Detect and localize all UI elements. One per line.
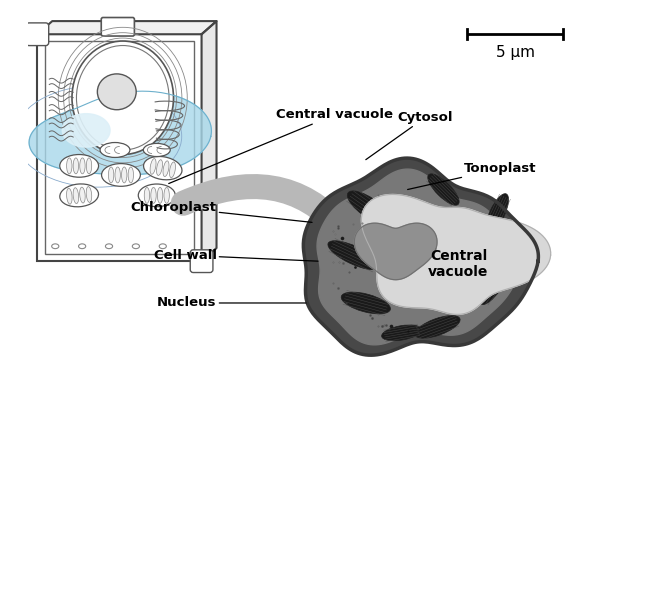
Ellipse shape <box>347 191 390 224</box>
Text: Central vacuole: Central vacuole <box>169 109 393 184</box>
Ellipse shape <box>60 155 99 177</box>
Ellipse shape <box>486 194 509 233</box>
Text: Cytosol: Cytosol <box>366 111 453 160</box>
Ellipse shape <box>159 244 166 248</box>
Ellipse shape <box>382 325 422 341</box>
Ellipse shape <box>145 187 150 203</box>
Polygon shape <box>303 158 538 355</box>
Ellipse shape <box>164 187 169 203</box>
Ellipse shape <box>115 167 120 183</box>
Polygon shape <box>362 194 551 314</box>
Text: Central
vacuole: Central vacuole <box>428 249 489 279</box>
Polygon shape <box>62 113 110 147</box>
Ellipse shape <box>97 74 136 110</box>
Ellipse shape <box>415 316 460 338</box>
Text: Tonoplast: Tonoplast <box>407 162 537 190</box>
Polygon shape <box>201 21 216 261</box>
Polygon shape <box>29 91 211 175</box>
Ellipse shape <box>80 187 85 203</box>
Ellipse shape <box>67 158 72 174</box>
Ellipse shape <box>73 188 78 203</box>
Ellipse shape <box>60 184 99 207</box>
Polygon shape <box>317 169 525 345</box>
Ellipse shape <box>109 167 114 183</box>
Ellipse shape <box>86 187 92 202</box>
Ellipse shape <box>328 241 380 269</box>
Ellipse shape <box>143 143 170 157</box>
Ellipse shape <box>100 143 130 157</box>
Ellipse shape <box>151 187 156 203</box>
Ellipse shape <box>158 187 163 203</box>
Ellipse shape <box>101 164 141 186</box>
Ellipse shape <box>428 174 459 205</box>
Text: Chloroplast: Chloroplast <box>131 201 312 223</box>
Polygon shape <box>354 223 437 280</box>
Ellipse shape <box>52 244 59 248</box>
Ellipse shape <box>150 158 156 174</box>
Ellipse shape <box>73 158 78 174</box>
Text: Nucleus: Nucleus <box>157 296 306 310</box>
Ellipse shape <box>156 160 162 175</box>
Text: 5 μm: 5 μm <box>496 45 534 60</box>
Ellipse shape <box>163 161 169 176</box>
FancyBboxPatch shape <box>190 250 213 272</box>
Ellipse shape <box>479 265 509 305</box>
Ellipse shape <box>143 157 182 180</box>
FancyBboxPatch shape <box>101 17 134 36</box>
Ellipse shape <box>341 292 390 314</box>
Polygon shape <box>37 21 216 34</box>
Ellipse shape <box>132 244 139 248</box>
Ellipse shape <box>67 188 72 204</box>
Text: Cell wall: Cell wall <box>154 249 318 262</box>
Ellipse shape <box>169 162 175 178</box>
Ellipse shape <box>138 184 175 207</box>
FancyBboxPatch shape <box>26 23 48 46</box>
Ellipse shape <box>78 244 86 248</box>
Ellipse shape <box>122 167 127 183</box>
Ellipse shape <box>80 158 85 174</box>
Ellipse shape <box>72 41 173 155</box>
FancyArrowPatch shape <box>183 187 342 230</box>
FancyBboxPatch shape <box>37 34 201 261</box>
Ellipse shape <box>86 158 92 174</box>
Ellipse shape <box>105 244 112 248</box>
Polygon shape <box>303 158 538 355</box>
Ellipse shape <box>128 167 133 183</box>
